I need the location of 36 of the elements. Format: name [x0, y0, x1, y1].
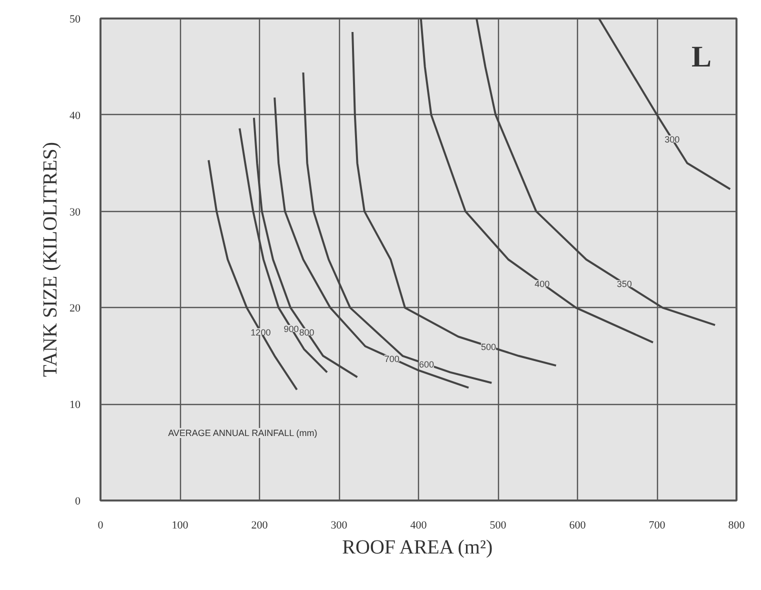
series-label: 800	[299, 327, 314, 338]
series-label: 300	[664, 134, 680, 144]
y-tick-label: 30	[70, 206, 81, 218]
series-label: 1200	[250, 327, 271, 338]
y-tick-label: 50	[70, 14, 81, 26]
line-series	[598, 18, 732, 190]
x-tick-label: 800	[728, 520, 746, 532]
y-tick-label: 40	[70, 110, 81, 122]
y-tick-label: 10	[70, 399, 81, 412]
x-tick-label: 100	[172, 520, 189, 532]
y-tick-label: 0	[75, 496, 81, 508]
series-label: 600	[418, 360, 434, 370]
annotation: L	[691, 40, 712, 74]
line-series	[238, 127, 328, 374]
line-series	[476, 18, 716, 326]
x-axis-title: ROOF AREA (m²)	[342, 536, 493, 558]
series-label: 900	[284, 324, 299, 334]
series-label: 400	[534, 279, 550, 290]
series-label: 500	[480, 342, 496, 352]
y-tick-label: 20	[70, 302, 81, 315]
x-tick-label: 500	[490, 520, 507, 532]
annotation: AVERAGE ANNUAL RAINFALL (mm)	[168, 428, 318, 438]
x-tick-label: 600	[569, 520, 586, 532]
line-series	[208, 159, 298, 391]
x-tick-label: 200	[251, 520, 268, 532]
line-series	[420, 18, 654, 344]
line-series	[274, 96, 470, 389]
series-label: 700	[384, 354, 400, 364]
x-tick-label: 0	[98, 520, 104, 532]
y-axis-title: TANK SIZE (KILOLITRES)	[40, 142, 62, 378]
line-series	[252, 116, 358, 378]
series-label: 350	[616, 279, 632, 290]
x-tick-label: 300	[330, 520, 348, 532]
x-tick-label: 700	[648, 520, 666, 532]
line-series	[352, 30, 558, 367]
x-tick-label: 400	[410, 520, 428, 532]
